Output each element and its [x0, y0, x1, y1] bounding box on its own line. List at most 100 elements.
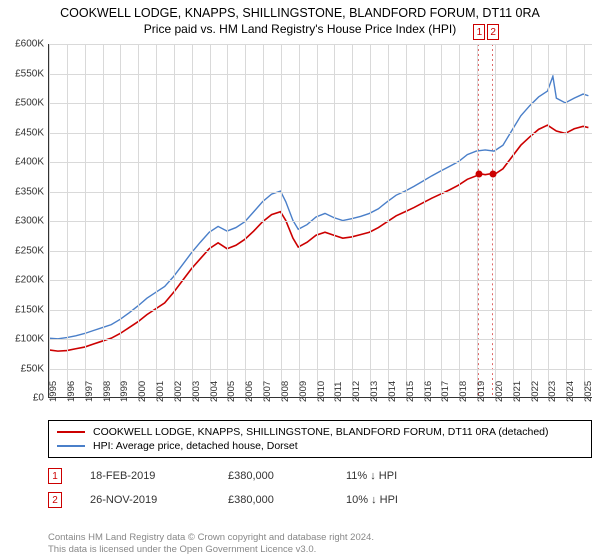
sale-price: £380,000	[228, 470, 318, 482]
y-tick-label: £450K	[15, 127, 44, 138]
title-line-2: Price paid vs. HM Land Registry's House …	[10, 22, 590, 36]
gridline-h	[49, 133, 592, 134]
gridline-h	[49, 310, 592, 311]
x-tick-label: 2010	[316, 381, 334, 402]
sale-row: 1 18-FEB-2019 £380,000 11% ↓ HPI	[48, 464, 592, 488]
gridline-v	[263, 44, 264, 397]
y-tick-label: £400K	[15, 157, 44, 168]
gridline-h	[49, 192, 592, 193]
sale-marker-dot	[490, 170, 497, 177]
y-tick-label: £600K	[15, 39, 44, 50]
gridline-v	[352, 44, 353, 397]
sale-marker-label: 2	[487, 24, 499, 40]
gridline-v	[566, 44, 567, 397]
x-tick-label: 2005	[226, 381, 244, 402]
title-line-1: COOKWELL LODGE, KNAPPS, SHILLINGSTONE, B…	[10, 6, 590, 20]
gridline-v	[548, 44, 549, 397]
gridline-h	[49, 339, 592, 340]
gridline-v	[459, 44, 460, 397]
plot-area: 12	[48, 44, 592, 398]
x-tick-label: 2020	[494, 381, 512, 402]
footer-line-2: This data is licensed under the Open Gov…	[48, 544, 592, 556]
x-tick-label: 2014	[387, 381, 405, 402]
y-axis: £0£50K£100K£150K£200K£250K£300K£350K£400…	[0, 44, 48, 398]
x-tick-label: 2025	[583, 381, 600, 402]
gridline-v	[495, 44, 496, 397]
gridline-v	[245, 44, 246, 397]
sale-row: 226-NOV-2019£380,00010% ↓ HPI	[48, 488, 592, 512]
x-tick-label: 2021	[512, 381, 530, 402]
gridline-h	[49, 251, 592, 252]
series-hpi	[49, 76, 588, 338]
title-block: COOKWELL LODGE, KNAPPS, SHILLINGSTONE, B…	[0, 0, 600, 38]
x-tick-label: 2022	[530, 381, 548, 402]
gridline-v	[370, 44, 371, 397]
gridline-v	[49, 44, 50, 397]
x-tick-label: 2011	[333, 382, 351, 402]
sale-delta: 10% ↓ HPI	[346, 494, 456, 506]
x-tick-label: 2008	[280, 381, 298, 402]
gridline-v	[513, 44, 514, 397]
sales-table: 118-FEB-2019£380,00011% ↓ HPI226-NOV-201…	[48, 464, 592, 512]
legend-swatch	[57, 431, 85, 433]
y-tick-label: £300K	[15, 216, 44, 227]
gridline-v	[299, 44, 300, 397]
sale-price: £380,000	[228, 494, 318, 506]
footer-attribution: Contains HM Land Registry data © Crown c…	[48, 532, 592, 556]
sale-date: 18-FEB-2019	[90, 470, 200, 482]
y-tick-label: £550K	[15, 68, 44, 79]
gridline-v	[334, 44, 335, 397]
legend-item: COOKWELL LODGE, KNAPPS, SHILLINGSTONE, B…	[57, 425, 583, 439]
gridline-h	[49, 162, 592, 163]
gridline-v	[192, 44, 193, 397]
y-tick-label: £350K	[15, 186, 44, 197]
gridline-v	[406, 44, 407, 397]
x-tick-label: 2006	[244, 381, 262, 402]
x-tick-label: 2015	[405, 381, 423, 402]
x-tick-label: 1995	[48, 381, 66, 402]
gridline-v	[120, 44, 121, 397]
y-tick-label: £150K	[15, 304, 44, 315]
gridline-v	[424, 44, 425, 397]
x-tick-label: 1999	[119, 381, 137, 402]
sale-delta: 11% ↓ HPI	[346, 470, 456, 482]
gridline-v	[210, 44, 211, 397]
y-tick-label: £50K	[21, 363, 44, 374]
sale-index-badge: 1	[48, 468, 62, 484]
y-tick-label: £100K	[15, 334, 44, 345]
legend-box: COOKWELL LODGE, KNAPPS, SHILLINGSTONE, B…	[48, 420, 592, 458]
gridline-v	[156, 44, 157, 397]
gridline-v	[281, 44, 282, 397]
gridline-v	[103, 44, 104, 397]
gridline-h	[49, 221, 592, 222]
gridline-h	[49, 280, 592, 281]
x-tick-label: 2018	[458, 381, 476, 402]
gridline-v	[388, 44, 389, 397]
gridline-v	[477, 44, 478, 397]
sale-marker-dot	[476, 170, 483, 177]
gridline-h	[49, 103, 592, 104]
x-tick-label: 2003	[191, 381, 209, 402]
gridline-h	[49, 369, 592, 370]
x-tick-label: 1997	[84, 381, 102, 402]
x-tick-label: 1998	[102, 381, 120, 402]
sale-date: 26-NOV-2019	[90, 494, 200, 506]
x-tick-label: 2001	[155, 381, 173, 402]
gridline-v	[67, 44, 68, 397]
gridline-h	[49, 44, 592, 45]
legend-label: HPI: Average price, detached house, Dors…	[93, 440, 298, 452]
legend-label: COOKWELL LODGE, KNAPPS, SHILLINGSTONE, B…	[93, 426, 549, 438]
x-tick-label: 2000	[137, 381, 155, 402]
y-tick-label: £200K	[15, 275, 44, 286]
gridline-v	[441, 44, 442, 397]
gridline-v	[531, 44, 532, 397]
x-tick-label: 2009	[298, 381, 316, 402]
y-tick-label: £0	[33, 393, 44, 404]
chart-container: COOKWELL LODGE, KNAPPS, SHILLINGSTONE, B…	[0, 0, 600, 560]
x-tick-label: 2023	[547, 381, 565, 402]
sale-marker-label: 1	[473, 24, 485, 40]
x-axis: 1995199619971998199920002001200220032004…	[48, 398, 592, 416]
footer-line-1: Contains HM Land Registry data © Crown c…	[48, 532, 592, 544]
y-tick-label: £500K	[15, 98, 44, 109]
chart-area: £0£50K£100K£150K£200K£250K£300K£350K£400…	[0, 44, 600, 416]
